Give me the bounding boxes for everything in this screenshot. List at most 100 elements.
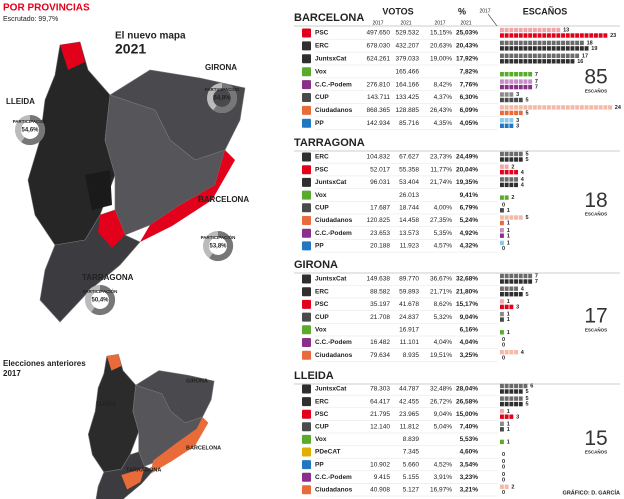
- seat: [570, 33, 575, 38]
- pct-2021: 32,68%: [456, 276, 478, 283]
- seat: [500, 421, 504, 426]
- prev-label: BARCELONA: [186, 445, 221, 451]
- seat-count: 4: [521, 170, 525, 176]
- seat: [509, 286, 514, 291]
- seat-count: 1: [507, 208, 510, 214]
- seat: [504, 151, 509, 157]
- seat: [500, 350, 504, 355]
- seat: [504, 170, 509, 175]
- seat: [532, 53, 537, 58]
- seat: [575, 53, 580, 58]
- seat-count: 7: [535, 274, 538, 280]
- seat: [500, 177, 504, 182]
- seat: [504, 27, 509, 33]
- seat: [547, 46, 551, 51]
- seat: [514, 53, 518, 58]
- votes-2021: 5.127: [403, 487, 420, 494]
- seat: [518, 84, 523, 90]
- seat: [542, 27, 547, 33]
- seat: [504, 72, 509, 77]
- party-icon: [302, 274, 311, 284]
- seat-count: 3: [516, 123, 519, 129]
- pct-2017: 26,72%: [430, 398, 452, 405]
- votes-2021: 133.425: [396, 94, 420, 101]
- seat: [570, 105, 575, 110]
- votes-2021: 8.839: [403, 436, 420, 443]
- seat: [504, 414, 509, 419]
- seats-total-label: ESCAÑOS: [585, 211, 607, 217]
- seat: [500, 233, 504, 238]
- seat: [551, 27, 556, 33]
- pct-2017: 19,51%: [430, 352, 452, 359]
- seat: [500, 164, 504, 169]
- votes-2021: 26.013: [399, 192, 419, 199]
- seats-total: 17: [584, 305, 607, 328]
- seat: [500, 409, 504, 414]
- seat: [504, 401, 509, 407]
- party-icon: [302, 434, 311, 444]
- seat-count: 7: [535, 85, 538, 91]
- seat: [579, 33, 584, 38]
- seat: [504, 92, 509, 97]
- seat: [500, 72, 504, 77]
- seat: [504, 389, 509, 394]
- seat: [500, 414, 504, 419]
- seat: [504, 84, 509, 90]
- prev-map-year: 2017: [3, 369, 21, 378]
- region-name: GIRONA: [294, 259, 338, 271]
- seat: [509, 59, 514, 64]
- seat: [537, 59, 542, 64]
- seat: [532, 105, 537, 110]
- seat: [523, 79, 528, 84]
- votes-2021: 67.627: [399, 154, 419, 161]
- pct-2021: 4,32%: [460, 243, 479, 250]
- seat: [504, 304, 509, 310]
- seat: [509, 389, 514, 394]
- year-header: 2021: [400, 20, 411, 26]
- seat: [500, 317, 504, 322]
- seat-count: 5: [526, 215, 529, 221]
- prev-label: TARRAGONA: [126, 467, 161, 473]
- seat-count: 1: [507, 312, 510, 318]
- party-name: Ciudadanos: [315, 107, 353, 114]
- seat: [532, 59, 537, 64]
- participation-value: 54,8%: [213, 96, 231, 102]
- votes-2021: 41.678: [399, 301, 419, 308]
- votes-2017: 16.482: [370, 339, 390, 346]
- seat: [542, 40, 547, 46]
- seat: [598, 33, 603, 38]
- seat: [532, 46, 537, 51]
- party-icon: [302, 350, 311, 360]
- party-name: PSC: [315, 30, 329, 37]
- votes-2017: 78.303: [370, 386, 390, 393]
- seat: [514, 401, 518, 407]
- seat: [551, 33, 556, 38]
- seat: [514, 383, 518, 389]
- votes-2021: 16.917: [399, 327, 419, 334]
- region-name: LLEIDA: [294, 370, 334, 382]
- seat-count: 4: [521, 286, 525, 292]
- party-icon: [302, 28, 311, 38]
- seat: [537, 46, 542, 51]
- seat-count: 0: [502, 343, 505, 349]
- seat-count: 5: [526, 402, 529, 408]
- seat: [514, 396, 518, 401]
- votes-2017: 624.261: [367, 56, 391, 63]
- votes-2017: 678.030: [367, 43, 391, 50]
- seat: [584, 105, 589, 110]
- region-name: BARCELONA: [294, 12, 364, 24]
- seat: [565, 59, 570, 64]
- participation-label: PARTICIPACIÓN: [205, 85, 240, 92]
- seat: [518, 46, 523, 51]
- party-name: ERC: [315, 288, 329, 295]
- seat: [551, 59, 556, 64]
- votes-2021: 55.358: [399, 166, 419, 173]
- seat: [579, 105, 584, 110]
- votes-2021: 7.345: [403, 449, 420, 456]
- seat: [500, 59, 504, 64]
- party-icon: [302, 447, 311, 457]
- seat-count: 3: [516, 92, 519, 98]
- seat: [514, 79, 518, 84]
- party-icon: [302, 152, 311, 162]
- seat: [509, 350, 514, 355]
